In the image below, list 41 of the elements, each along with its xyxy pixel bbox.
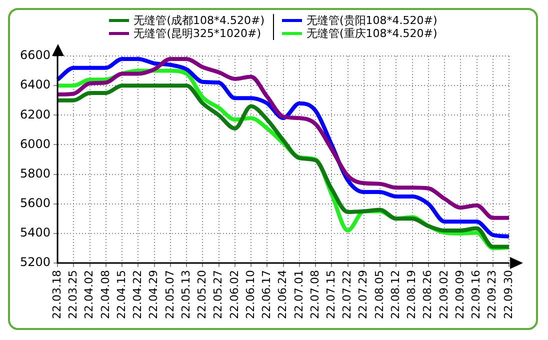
legend-label: 无缝管(重庆108*4.520#) — [306, 27, 438, 40]
x-tick-label: 22.07.15 — [324, 270, 338, 319]
x-tick-label: 22.08.05 — [372, 270, 386, 319]
x-tick-label: 22.04.08 — [98, 270, 112, 319]
x-tick-label: 22.03.18 — [50, 270, 64, 319]
y-tick-label: 5800 — [20, 166, 51, 180]
x-tick-label: 22.03.25 — [66, 270, 80, 319]
x-tick-label: 22.04.02 — [82, 270, 96, 319]
legend-label: 无缝管(成都108*4.520#) — [134, 14, 264, 27]
x-tick-label: 22.09.16 — [470, 270, 483, 319]
x-tick-label: 22.07.29 — [356, 270, 370, 319]
x-tick-label: 22.05.07 — [163, 270, 176, 319]
legend-label: 无缝管(贵阳108*4.520#) — [306, 14, 438, 27]
x-tick-label: 22.07.22 — [340, 270, 354, 319]
x-tick-label: 22.04.22 — [131, 270, 144, 319]
x-tick-label: 22.08.12 — [388, 270, 402, 319]
x-tick-label: 22.09.23 — [486, 270, 499, 319]
x-tick-label: 22.05.13 — [179, 270, 192, 319]
y-tick-label: 5600 — [20, 196, 51, 210]
x-tick-label: 22.05.27 — [212, 270, 225, 319]
x-tick-label: 22.09.09 — [453, 270, 466, 319]
y-tick-label: 5400 — [20, 226, 51, 240]
y-tick-label: 6000 — [20, 136, 51, 151]
x-tick-label: 22.06.02 — [228, 270, 241, 319]
x-tick-label: 22.08.19 — [405, 270, 418, 319]
legend-label: 无缝管(昆明325*1020#) — [134, 27, 261, 40]
x-tick-label: 22.07.08 — [308, 270, 322, 319]
x-tick-label: 22.08.26 — [421, 270, 434, 319]
x-tick-label: 22.04.15 — [114, 270, 128, 319]
x-tick-label: 22.04.29 — [147, 270, 160, 319]
x-tick-label: 22.06.17 — [260, 270, 274, 319]
x-tick-label: 22.06.24 — [276, 270, 290, 319]
y-tick-label: 5200 — [20, 255, 51, 270]
x-tick-label: 22.05.20 — [196, 270, 209, 319]
x-tick-label: 22.09.02 — [437, 270, 450, 319]
y-tick-label: 6200 — [20, 107, 51, 122]
x-tick-label: 22.09.30 — [502, 270, 515, 319]
x-tick-label: 22.07.01 — [292, 270, 306, 319]
y-tick-label: 6600 — [20, 48, 51, 62]
y-tick-label: 6400 — [20, 78, 51, 92]
x-tick-label: 22.06.10 — [244, 270, 257, 319]
